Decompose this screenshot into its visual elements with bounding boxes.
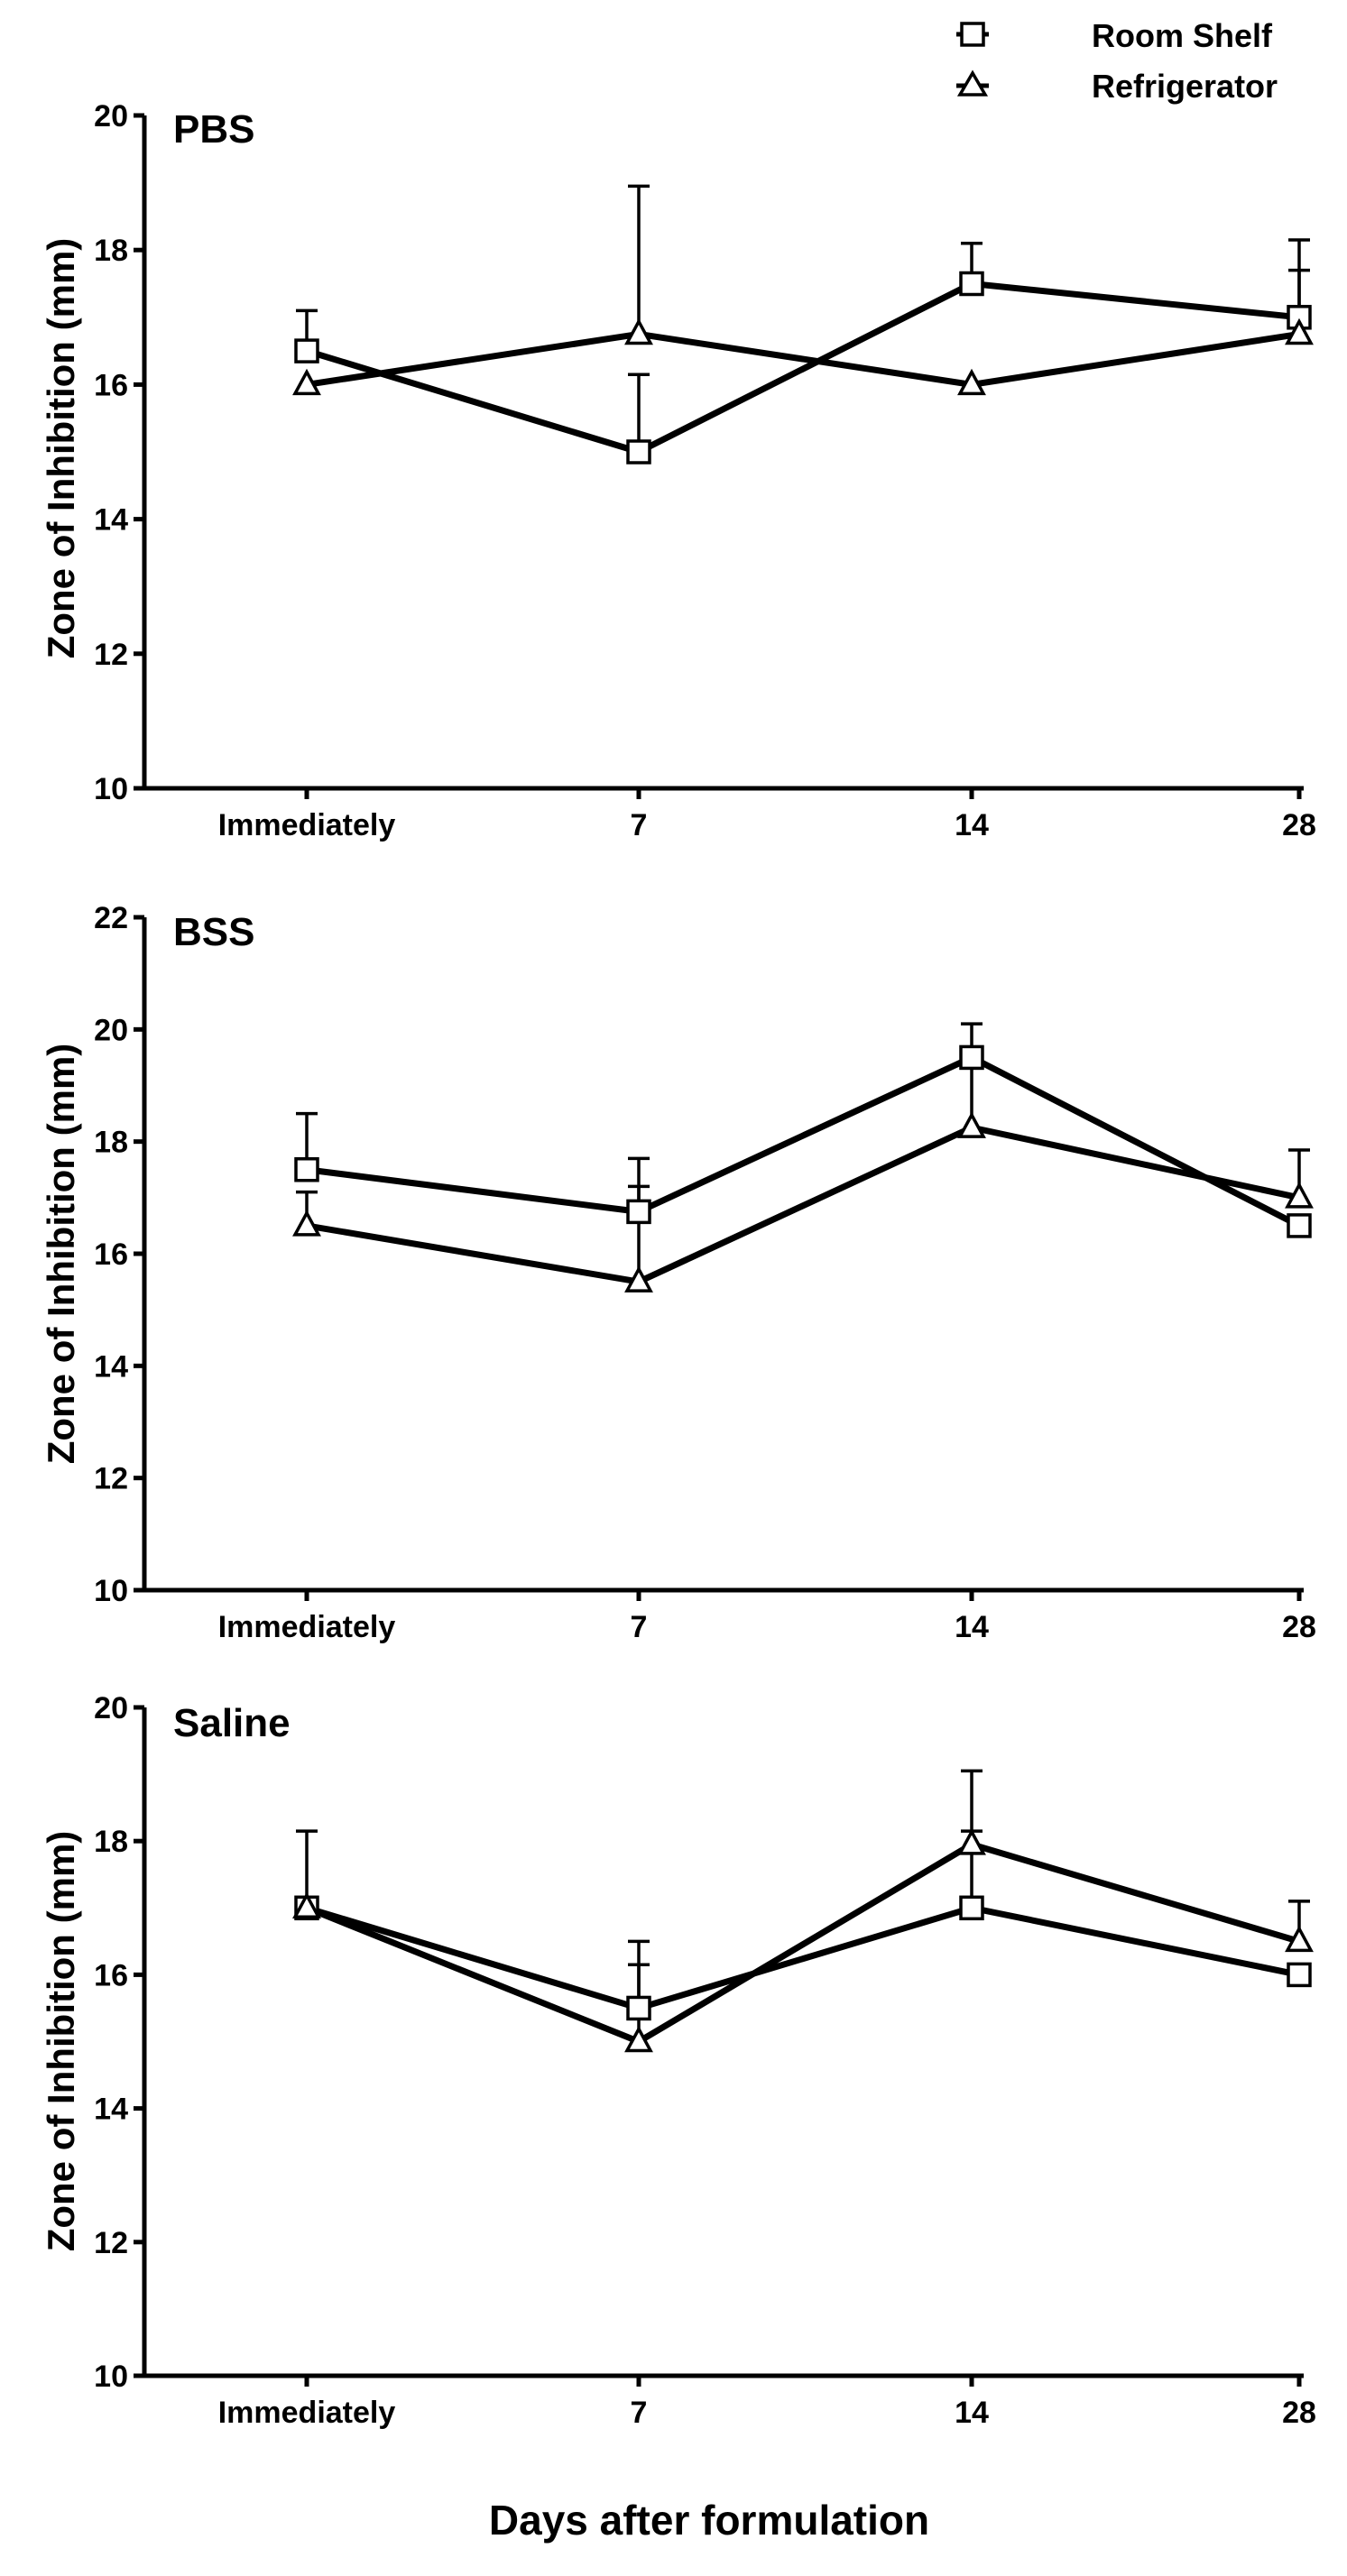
data-point-refrigerator: [292, 1210, 321, 1237]
data-point-refrigerator: [957, 1111, 986, 1138]
series-line-room-shelf: [305, 1904, 1300, 2011]
shared-x-axis-label: Days after formulation: [489, 2497, 929, 2544]
y-tick-label: 12: [94, 1462, 128, 1496]
y-tick-label: 16: [94, 1958, 128, 1992]
data-point-room-shelf: [626, 1995, 651, 2021]
data-point-room-shelf: [959, 1895, 984, 1921]
y-axis-label: Zone of Inhibition (mm): [40, 1044, 82, 1465]
series-line-room-shelf: [305, 281, 1300, 455]
data-point-refrigerator: [1285, 317, 1314, 345]
chart-panel-bss: BSS Zone of Inhibition (mm) 10 12 14 16 18 20…: [40, 901, 1316, 1644]
data-point-refrigerator: [624, 2025, 653, 2053]
x-tick-label: Immediately: [218, 1610, 396, 1644]
x-tick-label: 14: [955, 808, 989, 842]
y-tick-label: 18: [94, 234, 128, 268]
y-tick-label: 18: [94, 1126, 128, 1160]
x-tick-label: Immediately: [218, 808, 396, 842]
y-tick-label: 22: [94, 901, 128, 935]
x-tick-label: 7: [631, 2396, 648, 2430]
x-tick-label: 28: [1282, 2396, 1316, 2430]
data-point-refrigerator: [1285, 1925, 1314, 1953]
y-tick-label: 14: [94, 503, 128, 538]
y-tick-label: 12: [94, 638, 128, 672]
y-tick-label: 20: [94, 99, 128, 133]
data-point-refrigerator: [957, 368, 986, 396]
data-point-refrigerator: [1285, 1182, 1314, 1209]
series-line-refrigerator: [306, 1124, 1300, 1285]
y-tick-label: 10: [94, 772, 128, 806]
data-point-refrigerator: [957, 1828, 986, 1855]
y-tick-label: 16: [94, 368, 128, 402]
y-tick-label: 20: [94, 1691, 128, 1725]
y-tick-label: 18: [94, 1825, 128, 1859]
data-point-refrigerator: [624, 317, 653, 345]
data-point-room-shelf: [1287, 1962, 1312, 1988]
y-tick-label: 12: [94, 2226, 128, 2260]
legend-item-refrigerator: Refrigerator: [956, 68, 1278, 105]
x-tick-label: 7: [631, 1610, 648, 1644]
data-point-room-shelf: [626, 1199, 651, 1225]
y-tick-label: 14: [94, 1349, 128, 1384]
y-tick-label: 10: [94, 1574, 128, 1608]
legend: Room Shelf Refrigerator: [956, 17, 1278, 105]
y-tick-label: 20: [94, 1013, 128, 1047]
panel-title: PBS: [173, 107, 254, 152]
chart-panel-saline: Saline Zone of Inhibition (mm) 10 12 14 16 1…: [40, 1691, 1316, 2430]
data-point-refrigerator: [624, 1265, 653, 1293]
y-tick-label: 16: [94, 1237, 128, 1272]
panel-title: Saline: [173, 1701, 291, 1745]
y-tick-label: 10: [94, 2360, 128, 2394]
series-line-refrigerator: [305, 1841, 1300, 2045]
data-point-room-shelf: [626, 439, 651, 465]
data-point-room-shelf: [294, 1157, 319, 1182]
x-tick-label: 7: [631, 808, 648, 842]
legend-label-refrigerator: Refrigerator: [1092, 68, 1278, 105]
y-axis-label: Zone of Inhibition (mm): [40, 238, 82, 659]
panel-title: BSS: [173, 910, 254, 954]
data-point-room-shelf: [1287, 1213, 1312, 1238]
x-tick-label: 28: [1282, 808, 1316, 842]
legend-item-room-shelf: Room Shelf: [956, 17, 1273, 54]
y-axis-label: Zone of Inhibition (mm): [40, 1831, 82, 2252]
data-point-room-shelf: [959, 1044, 984, 1071]
series-line-refrigerator: [306, 330, 1300, 388]
chart-panel-pbs: PBS Zone of Inhibition (mm) 10 12 14 16 18 20…: [40, 99, 1316, 842]
y-tick-label: 14: [94, 2093, 128, 2127]
series-line-room-shelf: [306, 1053, 1301, 1229]
legend-square-marker-icon: [960, 22, 985, 47]
legend-triangle-marker-icon: [956, 69, 989, 97]
data-point-refrigerator: [292, 368, 321, 396]
x-tick-label: 28: [1282, 1610, 1316, 1644]
legend-label-room-shelf: Room Shelf: [1092, 17, 1273, 54]
x-tick-label: 14: [955, 2396, 989, 2430]
data-point-refrigerator: [292, 1891, 321, 1919]
x-tick-label: 14: [955, 1610, 989, 1644]
data-point-room-shelf: [959, 271, 984, 297]
data-point-room-shelf: [294, 338, 319, 363]
x-tick-label: Immediately: [218, 2396, 396, 2430]
